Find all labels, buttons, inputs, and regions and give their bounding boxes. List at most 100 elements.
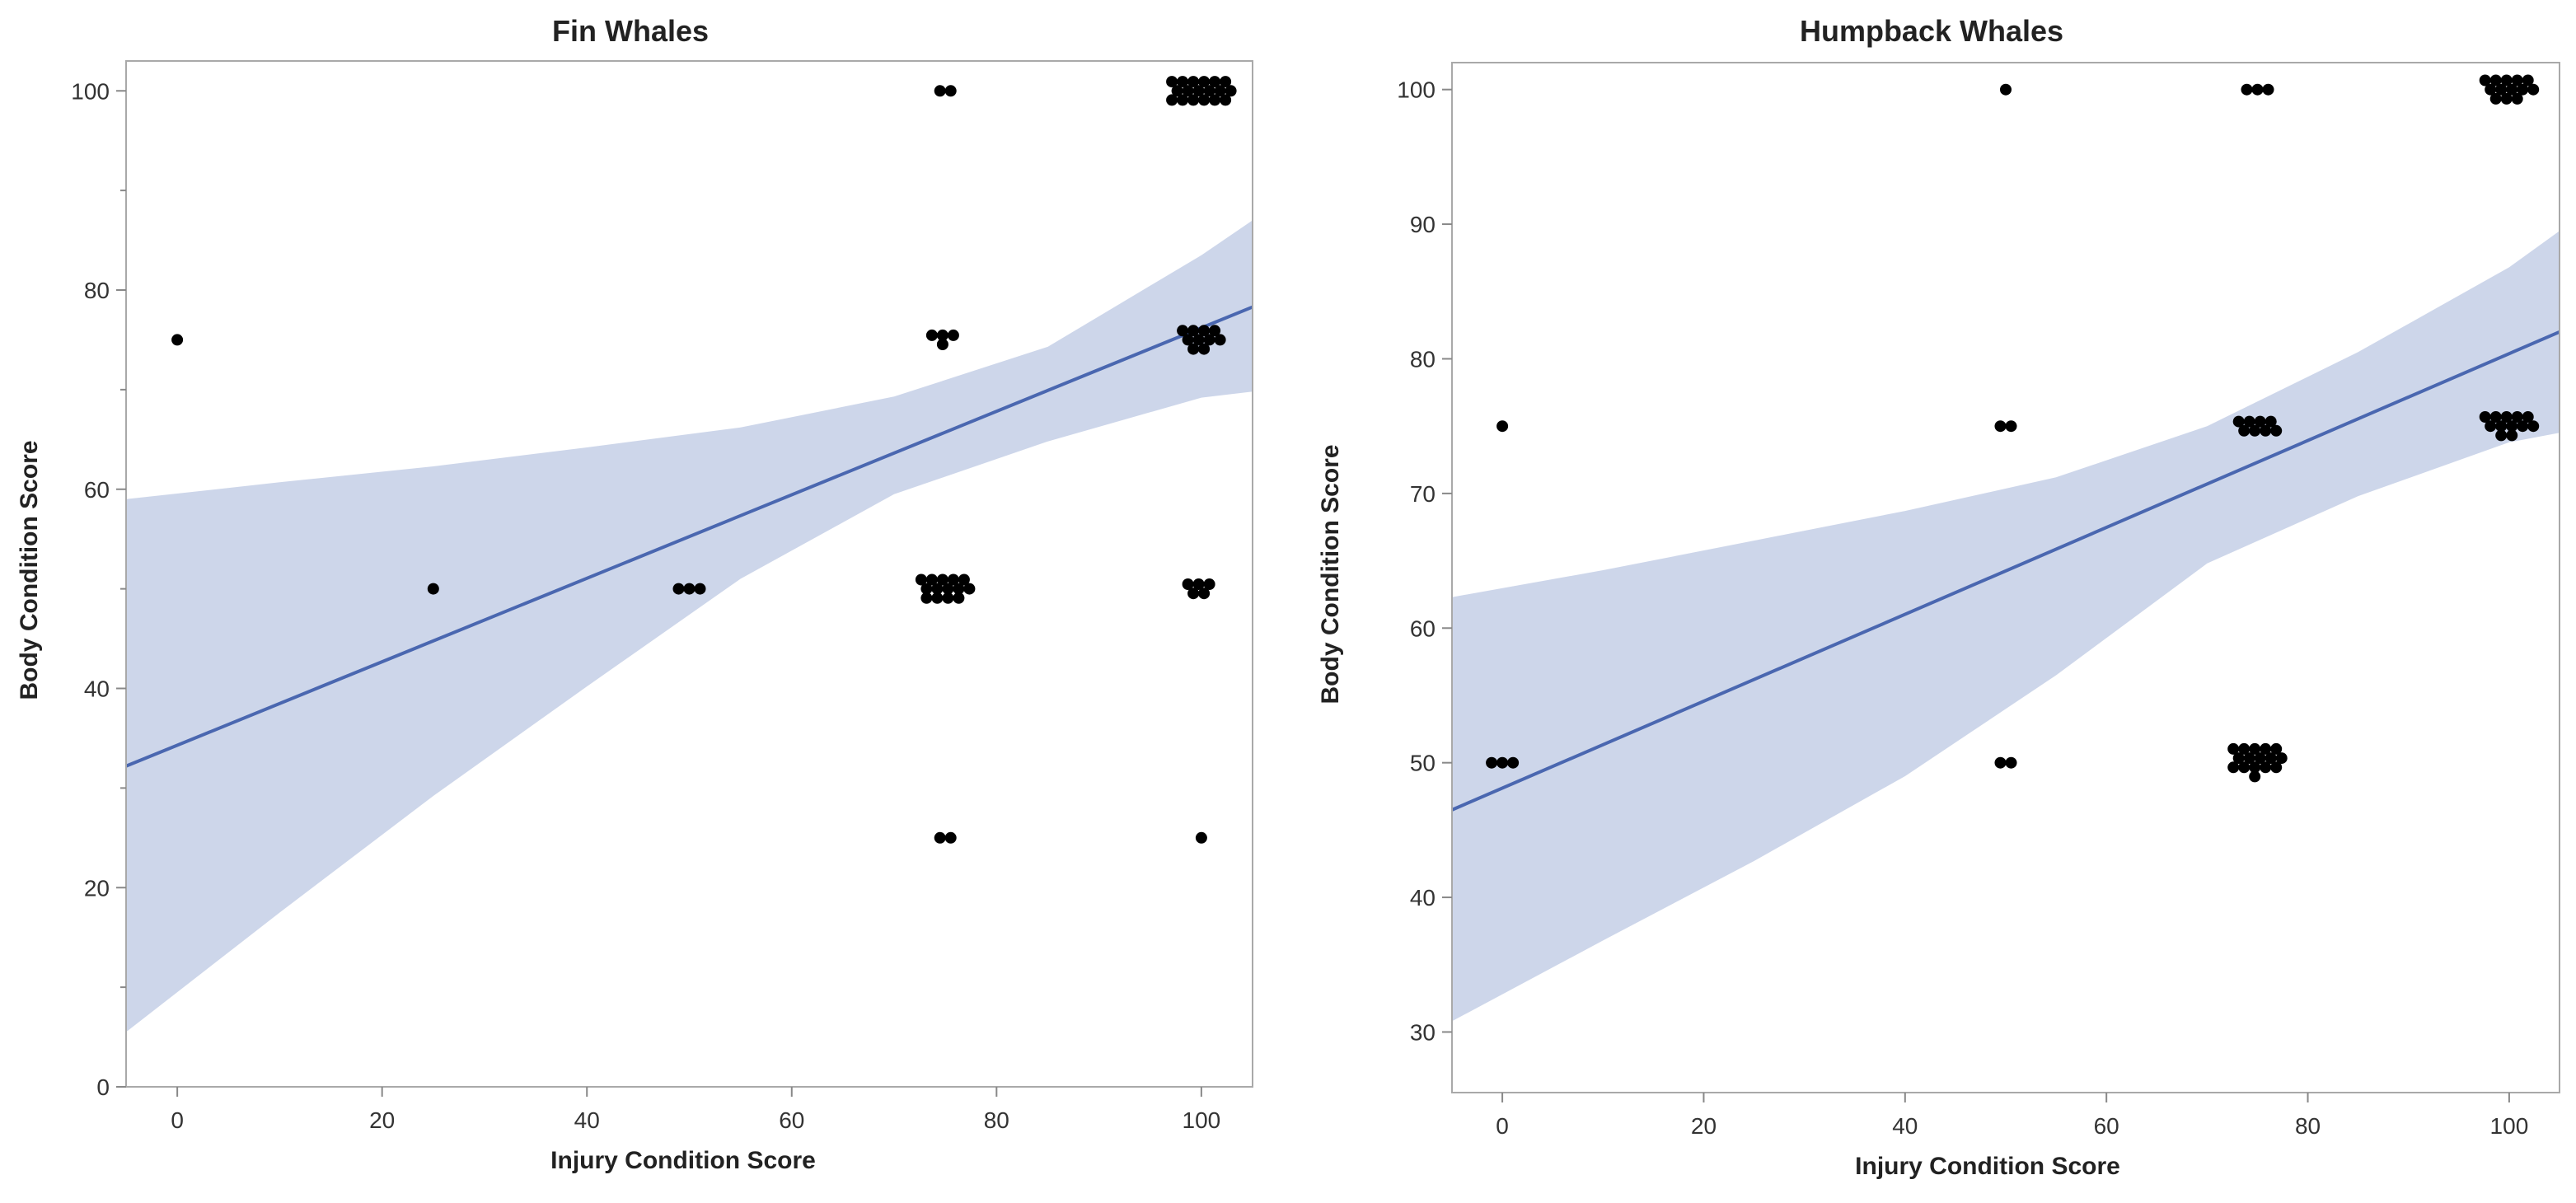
data-point <box>2238 742 2250 755</box>
data-point <box>2005 420 2017 433</box>
data-point <box>2238 424 2250 437</box>
data-point <box>1203 578 1215 590</box>
data-point <box>1198 587 1211 600</box>
y-axis-label: Body Condition Score <box>1317 445 1344 704</box>
data-point <box>1994 756 2007 769</box>
data-point <box>2265 415 2277 428</box>
data-point <box>963 583 976 595</box>
y-tick-label: 20 <box>84 875 110 901</box>
data-point <box>683 583 696 595</box>
data-point <box>2249 424 2261 437</box>
data-point <box>925 573 938 586</box>
data-point <box>1198 76 1211 88</box>
data-point <box>1166 94 1178 106</box>
data-point <box>1214 85 1226 97</box>
y-tick-label: 30 <box>1410 1019 1436 1045</box>
data-point <box>2511 74 2523 87</box>
y-tick-label: 70 <box>1410 481 1436 507</box>
data-point <box>2270 742 2283 755</box>
data-point <box>1496 420 1509 433</box>
data-point <box>1177 94 1189 106</box>
data-point <box>936 329 948 341</box>
data-point <box>1192 334 1205 346</box>
data-point <box>925 329 938 341</box>
x-tick-label: 20 <box>1691 1113 1717 1139</box>
data-point <box>1198 325 1211 337</box>
plot-area: 0 20 40 60 80 100 0 20 40 60 80 100 <box>71 60 1253 1133</box>
data-point <box>1203 85 1215 97</box>
data-point <box>1187 94 1200 106</box>
confidence-band <box>1452 231 2560 1022</box>
data-point <box>2005 756 2017 769</box>
data-point <box>2241 83 2253 96</box>
data-point <box>2527 420 2540 433</box>
data-point <box>2249 770 2261 783</box>
data-point <box>931 583 944 595</box>
data-point <box>2506 83 2518 96</box>
x-tick-label: 80 <box>2295 1113 2321 1139</box>
y-tick-label: 90 <box>1410 212 1436 237</box>
data-point <box>2227 742 2240 755</box>
data-point <box>427 583 439 595</box>
data-point <box>1225 85 1237 97</box>
x-tick-label: 0 <box>171 1107 184 1133</box>
x-tick-label: 40 <box>574 1107 600 1133</box>
data-point <box>2262 83 2274 96</box>
data-point <box>2522 411 2534 423</box>
chart-title: Humpback Whales <box>1800 14 2063 48</box>
data-point <box>1486 756 1498 769</box>
data-point <box>1994 420 2007 433</box>
data-point <box>2270 761 2283 774</box>
x-tick-label: 60 <box>2094 1113 2119 1139</box>
x-tick-label: 20 <box>369 1107 395 1133</box>
data-point <box>2495 429 2508 442</box>
humpback-whales-chart: Humpback Whales Injury Condition Score B… <box>1269 0 2576 1203</box>
x-axis-label: Injury Condition Score <box>1855 1153 2120 1180</box>
y-tick-label: 0 <box>96 1074 110 1100</box>
data-point <box>2243 415 2255 428</box>
data-point <box>2522 74 2534 87</box>
data-point <box>1192 85 1205 97</box>
data-point <box>1209 76 1221 88</box>
y-tick-label: 100 <box>1397 77 1436 103</box>
data-point <box>2479 74 2491 87</box>
data-point <box>1203 334 1215 346</box>
data-point <box>953 583 965 595</box>
data-point <box>2506 420 2518 433</box>
data-point <box>953 592 965 604</box>
data-point <box>2249 742 2261 755</box>
data-point <box>2243 752 2255 765</box>
data-point <box>1214 334 1226 346</box>
data-point <box>2232 415 2245 428</box>
data-point <box>2517 420 2529 433</box>
y-tick-label: 80 <box>84 278 110 303</box>
data-point <box>958 573 970 586</box>
x-tick-label: 0 <box>1496 1113 1509 1139</box>
data-point <box>2265 752 2277 765</box>
data-point <box>934 831 946 844</box>
data-point <box>2260 424 2272 437</box>
data-point <box>2500 411 2513 423</box>
data-point <box>920 583 933 595</box>
data-point <box>1187 587 1200 600</box>
data-point <box>920 592 933 604</box>
data-point <box>1209 325 1221 337</box>
data-point <box>1187 325 1200 337</box>
plot-frame <box>1451 62 2560 1093</box>
data-point <box>1177 76 1189 88</box>
data-point <box>2527 83 2540 96</box>
data-point <box>1496 756 1509 769</box>
data-point <box>2000 83 2012 96</box>
data-point <box>672 583 685 595</box>
confidence-band <box>126 220 1253 1032</box>
data-point <box>2254 752 2266 765</box>
data-point <box>2254 415 2266 428</box>
data-point <box>1507 756 1520 769</box>
data-point <box>1220 94 1232 106</box>
data-point <box>2270 424 2283 437</box>
data-point <box>1182 85 1194 97</box>
data-point <box>2249 761 2261 774</box>
fin-whales-plot-svg: Fin Whales Injury Condition Score Body C… <box>16 14 1253 1174</box>
x-tick-label: 100 <box>1183 1107 1221 1133</box>
data-point <box>2489 74 2502 87</box>
